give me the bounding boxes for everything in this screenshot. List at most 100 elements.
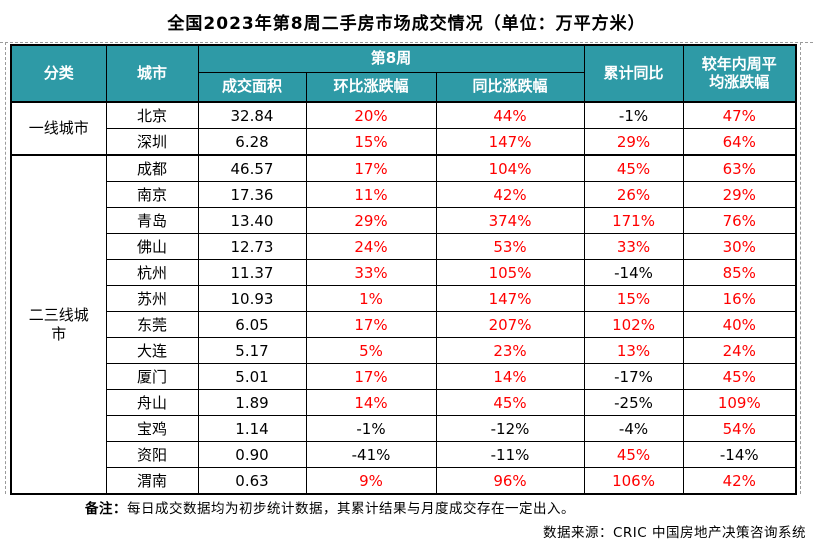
yoy-cell: -12% <box>435 415 585 442</box>
city-cell: 东莞 <box>105 311 199 338</box>
area-cell: 6.28 <box>197 128 307 156</box>
area-cell: 10.93 <box>197 285 307 312</box>
header-transaction-area: 成交面积 <box>197 72 307 103</box>
cumulative-cell: 45% <box>583 441 684 468</box>
yoy-cell: 44% <box>435 101 585 129</box>
area-cell: 0.90 <box>197 441 307 468</box>
header-week-group: 第8周 <box>197 44 585 73</box>
yoy-cell: 207% <box>435 311 585 338</box>
remark-note: 备注：每日成交数据均为初步统计数据，其累计结果与月度成交存在一定出入。 <box>85 497 575 517</box>
cumulative-cell: 15% <box>583 285 684 312</box>
wow-cell: 24% <box>305 233 437 260</box>
cumulative-cell: 33% <box>583 233 684 260</box>
yoy-cell: 96% <box>435 467 585 495</box>
table-row: 舟山 1.89 14% 45% -25% 109% <box>11 389 797 416</box>
area-cell: 32.84 <box>197 101 307 129</box>
city-cell: 成都 <box>105 154 199 182</box>
yoy-cell: 14% <box>435 363 585 390</box>
wow-cell: 14% <box>305 389 437 416</box>
table-row: 青岛 13.40 29% 374% 171% 76% <box>11 207 797 234</box>
page-break-guide-left <box>5 42 6 494</box>
wow-cell: 9% <box>305 467 437 495</box>
page-title: 全国2023年第8周二手房市场成交情况（单位：万平方米） <box>167 14 646 34</box>
wow-cell: 1% <box>305 285 437 312</box>
cumulative-cell: -17% <box>583 363 684 390</box>
table-row: 东莞 6.05 17% 207% 102% 40% <box>11 311 797 338</box>
housing-transactions-table: 分类 城市 第8周 累计同比 较年内周平 均涨跌幅 成交面积 环比涨跌幅 同比涨… <box>10 44 798 495</box>
yoy-cell: 23% <box>435 337 585 364</box>
cumulative-cell: 102% <box>583 311 684 338</box>
cumulative-cell: 45% <box>583 154 684 182</box>
vs-avg-cell: 30% <box>682 233 797 260</box>
city-cell: 深圳 <box>105 128 199 156</box>
wow-cell: -41% <box>305 441 437 468</box>
table-row: 苏州 10.93 1% 147% 15% 16% <box>11 285 797 312</box>
yoy-cell: 53% <box>435 233 585 260</box>
cumulative-cell: -14% <box>583 259 684 286</box>
city-cell: 南京 <box>105 181 199 208</box>
cumulative-cell: -1% <box>583 101 684 129</box>
wow-cell: 33% <box>305 259 437 286</box>
city-cell: 青岛 <box>105 207 199 234</box>
area-cell: 17.36 <box>197 181 307 208</box>
yoy-cell: 105% <box>435 259 585 286</box>
header-wow-change: 环比涨跌幅 <box>305 72 437 103</box>
yoy-cell: 45% <box>435 389 585 416</box>
yoy-cell: 374% <box>435 207 585 234</box>
area-cell: 1.89 <box>197 389 307 416</box>
vs-avg-cell: 109% <box>682 389 797 416</box>
city-cell: 佛山 <box>105 233 199 260</box>
yoy-cell: -11% <box>435 441 585 468</box>
remark-text: 每日成交数据均为初步统计数据，其累计结果与月度成交存在一定出入。 <box>127 501 575 517</box>
category-cell: 一线城市 <box>10 101 107 156</box>
table-row: 厦门 5.01 17% 14% -17% 45% <box>11 363 797 390</box>
vs-avg-cell: 85% <box>682 259 797 286</box>
header-vs-weekly-avg: 较年内周平 均涨跌幅 <box>682 44 797 103</box>
area-cell: 6.05 <box>197 311 307 338</box>
table-row: 二三线城 市成都 46.57 17% 104% 45% 63% <box>10 154 797 495</box>
area-cell: 5.01 <box>197 363 307 390</box>
city-cell: 大连 <box>105 337 199 364</box>
vs-avg-cell: 54% <box>682 415 797 442</box>
table-row: 资阳 0.90 -41% -11% 45% -14% <box>11 441 797 468</box>
table-row: 宝鸡 1.14 -1% -12% -4% 54% <box>11 415 797 442</box>
cumulative-cell: -25% <box>583 389 684 416</box>
area-cell: 46.57 <box>197 154 307 182</box>
wow-cell: 29% <box>305 207 437 234</box>
category-cell: 二三线城 市 <box>10 154 107 495</box>
cumulative-cell: 13% <box>583 337 684 364</box>
table-row: 杭州 11.37 33% 105% -14% 85% <box>11 259 797 286</box>
header-city: 城市 <box>105 44 199 103</box>
vs-avg-cell: -14% <box>682 441 797 468</box>
area-cell: 0.63 <box>197 467 307 495</box>
area-cell: 12.73 <box>197 233 307 260</box>
header-row-top: 分类 城市 第8周 累计同比 较年内周平 均涨跌幅 <box>10 44 797 103</box>
vs-avg-cell: 24% <box>682 337 797 364</box>
city-cell: 舟山 <box>105 389 199 416</box>
wow-cell: 17% <box>305 311 437 338</box>
table-row: 佛山 12.73 24% 53% 33% 30% <box>11 233 797 260</box>
table-row: 南京 17.36 11% 42% 26% 29% <box>11 181 797 208</box>
vs-avg-cell: 16% <box>682 285 797 312</box>
cumulative-cell: -4% <box>583 415 684 442</box>
table-row: 深圳 6.28 15% 147% 29% 64% <box>11 128 797 156</box>
vs-avg-cell: 45% <box>682 363 797 390</box>
wow-cell: 15% <box>305 128 437 156</box>
cumulative-cell: 26% <box>583 181 684 208</box>
cumulative-cell: 171% <box>583 207 684 234</box>
wow-cell: 17% <box>305 363 437 390</box>
city-cell: 宝鸡 <box>105 415 199 442</box>
vs-avg-cell: 42% <box>682 467 797 495</box>
area-cell: 1.14 <box>197 415 307 442</box>
city-cell: 资阳 <box>105 441 199 468</box>
yoy-cell: 42% <box>435 181 585 208</box>
yoy-cell: 104% <box>435 154 585 182</box>
cumulative-cell: 106% <box>583 467 684 495</box>
area-cell: 11.37 <box>197 259 307 286</box>
vs-avg-cell: 76% <box>682 207 797 234</box>
vs-avg-cell: 40% <box>682 311 797 338</box>
wow-cell: 5% <box>305 337 437 364</box>
city-cell: 杭州 <box>105 259 199 286</box>
vs-avg-cell: 63% <box>682 154 797 182</box>
cumulative-cell: 29% <box>583 128 684 156</box>
